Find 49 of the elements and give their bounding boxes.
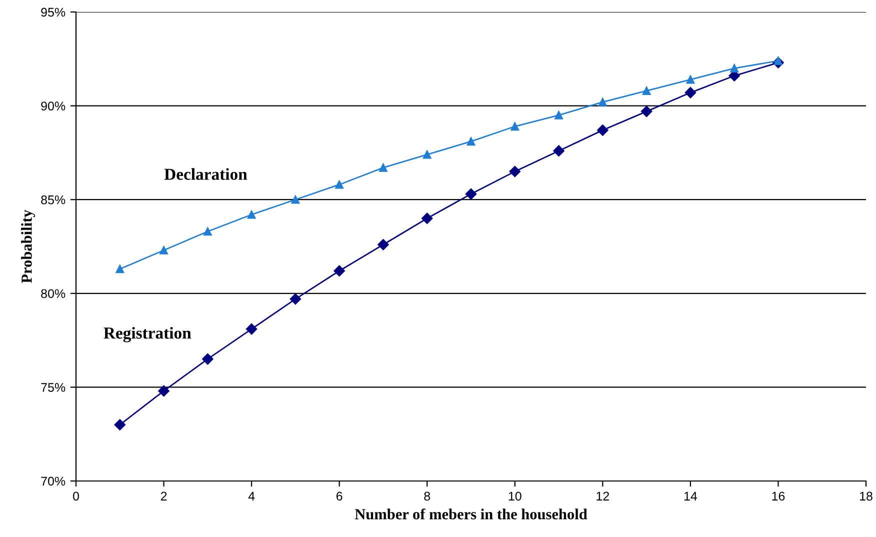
point: [465, 188, 477, 200]
x-tick-label: 6: [336, 492, 342, 501]
point: [335, 180, 344, 189]
y-tick-label: 90%: [41, 102, 66, 110]
point: [116, 264, 124, 274]
point: [642, 86, 651, 95]
x-tick-label: 12: [596, 492, 609, 500]
point: [553, 145, 564, 156]
point: [160, 246, 168, 254]
x-tick-label: 18: [860, 492, 872, 501]
point: [640, 106, 652, 118]
point: [290, 293, 302, 305]
point: [247, 210, 256, 219]
series-label: Registration: [104, 326, 192, 342]
x-tick-label: 14: [684, 492, 698, 500]
point: [334, 265, 345, 276]
x-tick-label: 0: [73, 492, 79, 501]
point: [158, 385, 170, 397]
x-tick-label: 2: [160, 492, 167, 500]
y-tick-label: 80%: [41, 289, 66, 298]
point: [598, 98, 607, 106]
point: [114, 419, 126, 430]
point: [291, 195, 300, 204]
y-axis-title: Probability: [21, 210, 36, 284]
point: [422, 212, 433, 224]
x-axis-title: Number of mebers in the household: [354, 508, 588, 520]
point: [466, 137, 476, 146]
point: [597, 124, 608, 136]
series-label: Declaration: [164, 168, 248, 180]
point: [509, 166, 520, 178]
point: [684, 87, 696, 98]
point: [510, 122, 520, 131]
x-tick-label: 8: [424, 492, 430, 501]
y-tick-label: 85%: [41, 195, 66, 204]
x-tick-label: 10: [508, 492, 522, 501]
point: [686, 75, 695, 84]
y-tick-label: 75%: [41, 383, 66, 392]
x-tick-label: 16: [772, 492, 785, 501]
point: [378, 239, 389, 250]
point: [730, 64, 738, 72]
point: [422, 150, 432, 159]
point: [204, 227, 212, 236]
y-tick-label: 95%: [41, 8, 66, 17]
y-tick-label: 70%: [41, 476, 66, 486]
point: [379, 164, 388, 172]
point: [246, 323, 258, 335]
point: [554, 111, 563, 120]
x-tick-label: 4: [248, 492, 255, 500]
point: [202, 353, 214, 365]
